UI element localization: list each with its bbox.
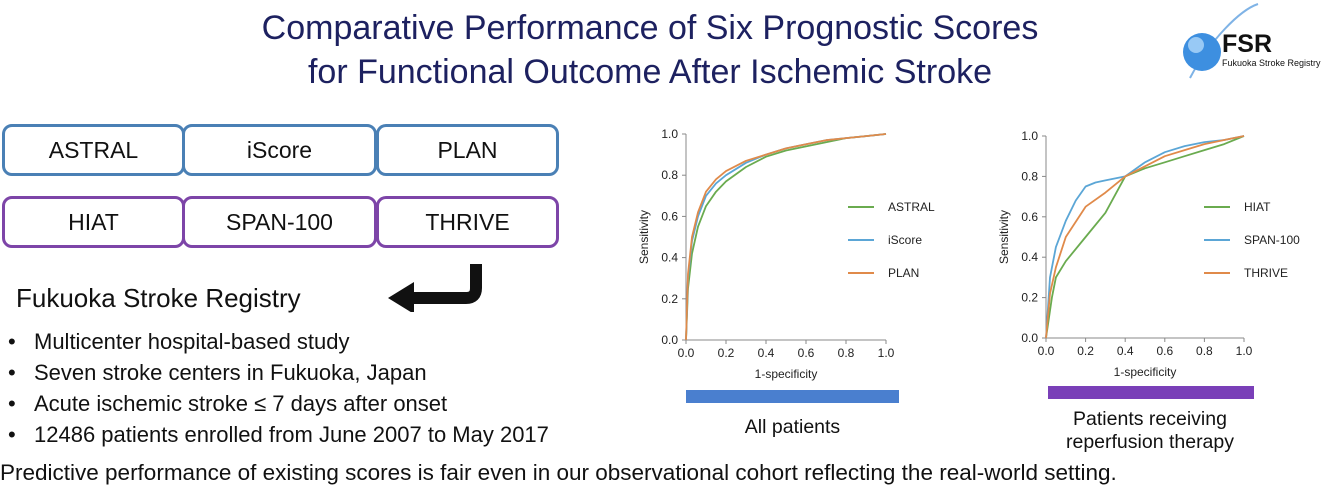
list-item: • Multicenter hospital-based study [8, 329, 350, 354]
series-line-thrive [1045, 135, 1245, 339]
y-tick-label: 0.0 [1021, 331, 1038, 345]
series-line-plan [685, 133, 887, 341]
x-axis-label: 1-specificity [1114, 365, 1177, 379]
score-box-astral: ASTRAL [2, 124, 185, 176]
y-tick-label: 1.0 [661, 127, 678, 141]
legend-label: PLAN [888, 266, 919, 280]
x-tick-label: 0.2 [1077, 344, 1094, 358]
x-tick-label: 0.4 [1117, 344, 1134, 358]
y-tick-label: 0.6 [1021, 210, 1038, 224]
caption-bar-purple [1048, 386, 1254, 399]
y-tick-label: 0.2 [661, 292, 678, 306]
logo-sphere-icon [1183, 33, 1221, 71]
logo-name: Fukuoka Stroke Registry [1222, 58, 1321, 68]
y-axis-label: Sensitivity [637, 210, 651, 264]
x-axis-label: 1-specificity [755, 367, 818, 381]
y-tick-label: 0.6 [661, 209, 678, 223]
y-axis-label: Sensitivity [997, 210, 1011, 264]
score-box-iscore: iScore [182, 124, 377, 176]
y-tick-label: 0.4 [661, 251, 678, 265]
registry-bullet-list: • Multicenter hospital-based study • Seven… [8, 326, 549, 450]
registry-heading: Fukuoka Stroke Registry [16, 283, 301, 313]
conclusion-text: Predictive performance of existing score… [0, 460, 1117, 485]
legend-label: HIAT [1244, 200, 1271, 214]
list-item: • Acute ischemic stroke ≤ 7 days after on… [8, 391, 448, 416]
legend-label: iScore [888, 233, 922, 247]
x-tick-label: 0.8 [1196, 344, 1213, 358]
fsr-logo: FSR Fukuoka Stroke Registry [1170, 0, 1328, 88]
page-title-line2: for Functional Outcome After Ischemic St… [307, 53, 993, 91]
series-line-span-100 [1045, 135, 1245, 339]
x-tick-label: 1.0 [1236, 344, 1253, 358]
score-box-plan: PLAN [376, 124, 559, 176]
caption-bar-blue [686, 390, 899, 403]
caption-reperfusion: Patients receiving reperfusion therapy [1065, 408, 1235, 453]
x-tick-label: 0.6 [1156, 344, 1173, 358]
roc-chart-reperfusion: 0.0 0.2 0.4 0.6 0.8 1.0 0.0 0.2 0.4 0.6 0.8 1.0 1-sp… [997, 129, 1300, 379]
x-tick-label: 0.0 [1038, 344, 1055, 358]
page-title-line1: Comparative Performance of Six Prognosti… [261, 9, 1039, 47]
legend-label: SPAN-100 [1244, 233, 1300, 247]
y-tick-label: 1.0 [1021, 129, 1038, 143]
y-tick-label: 0.0 [661, 333, 678, 347]
roc-chart-all-patients: 0.0 0.2 0.4 0.6 0.8 1.0 0.0 0.2 0.4 0.6 0.8 1.0 1-sp… [637, 127, 935, 381]
legend-label: THRIVE [1244, 266, 1288, 280]
x-tick-label: 0.2 [718, 346, 735, 360]
logo-abbr: FSR [1222, 30, 1272, 58]
caption-all-patients: All patients [744, 416, 841, 438]
list-item: • 12486 patients enrolled from June 2007 … [8, 422, 549, 447]
list-item: • Seven stroke centers in Fukuoka, Japan [8, 360, 427, 385]
series-line-iscore [685, 133, 887, 341]
y-tick-label: 0.8 [661, 168, 678, 182]
legend-label: ASTRAL [888, 200, 935, 214]
x-tick-label: 0.8 [838, 346, 855, 360]
y-tick-label: 0.4 [1021, 250, 1038, 264]
series-line-astral [685, 133, 887, 341]
x-tick-label: 1.0 [878, 346, 895, 360]
score-box-span100: SPAN-100 [182, 196, 377, 248]
score-box-hiat: HIAT [2, 196, 185, 248]
y-tick-label: 0.8 [1021, 169, 1038, 183]
y-tick-label: 0.2 [1021, 291, 1038, 305]
x-tick-label: 0.6 [798, 346, 815, 360]
x-tick-label: 0.4 [758, 346, 775, 360]
bent-arrow-icon [388, 264, 482, 312]
score-box-thrive: THRIVE [376, 196, 559, 248]
x-tick-label: 0.0 [678, 346, 695, 360]
